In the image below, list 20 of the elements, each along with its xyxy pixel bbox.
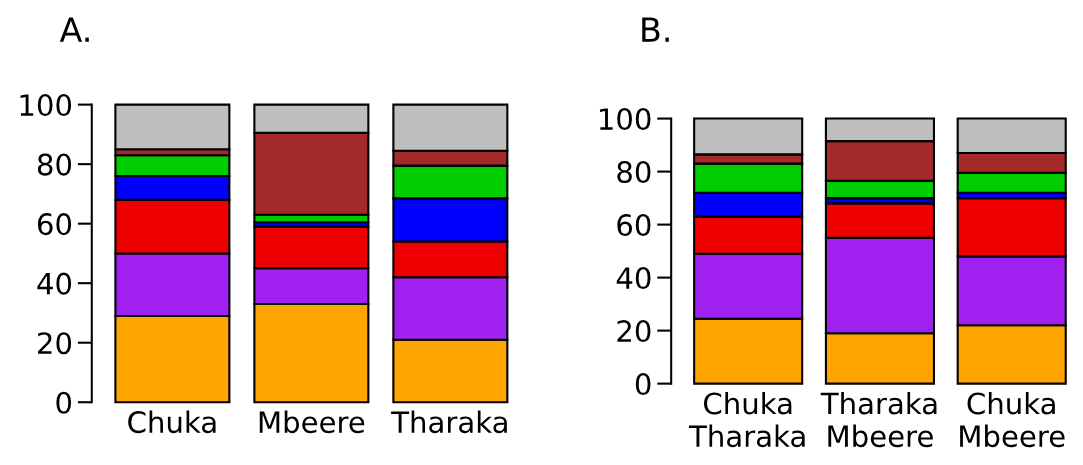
x-tick-label: Tharaka bbox=[391, 410, 507, 434]
x-tick-label: Chuka Mbeere bbox=[960, 391, 1065, 448]
y-tick-label: 0 bbox=[56, 391, 72, 414]
y-tick-label: 40 bbox=[616, 267, 651, 290]
y-tick-label: 20 bbox=[617, 320, 651, 343]
y-tick-label: 100 bbox=[599, 108, 651, 131]
x-tick-label: Mbeere bbox=[259, 410, 365, 434]
y-tick-label: 0 bbox=[635, 373, 651, 396]
y-tick-label: 60 bbox=[37, 213, 72, 236]
y-tick-label: 40 bbox=[37, 272, 72, 295]
x-tick-label: Chuka Tharaka bbox=[688, 391, 805, 448]
x-tick-label: Chuka bbox=[128, 410, 216, 434]
y-tick-label: 60 bbox=[617, 214, 651, 237]
x-tick-label: Tharaka Mbeere bbox=[820, 391, 937, 448]
y-tick-label: 100 bbox=[20, 94, 72, 117]
y-tick-label: 20 bbox=[38, 332, 72, 355]
y-tick-label: 80 bbox=[617, 161, 651, 184]
chart-title: A. bbox=[59, 17, 89, 42]
y-tick-label: 80 bbox=[37, 153, 72, 176]
chart-title: B. bbox=[642, 17, 669, 42]
